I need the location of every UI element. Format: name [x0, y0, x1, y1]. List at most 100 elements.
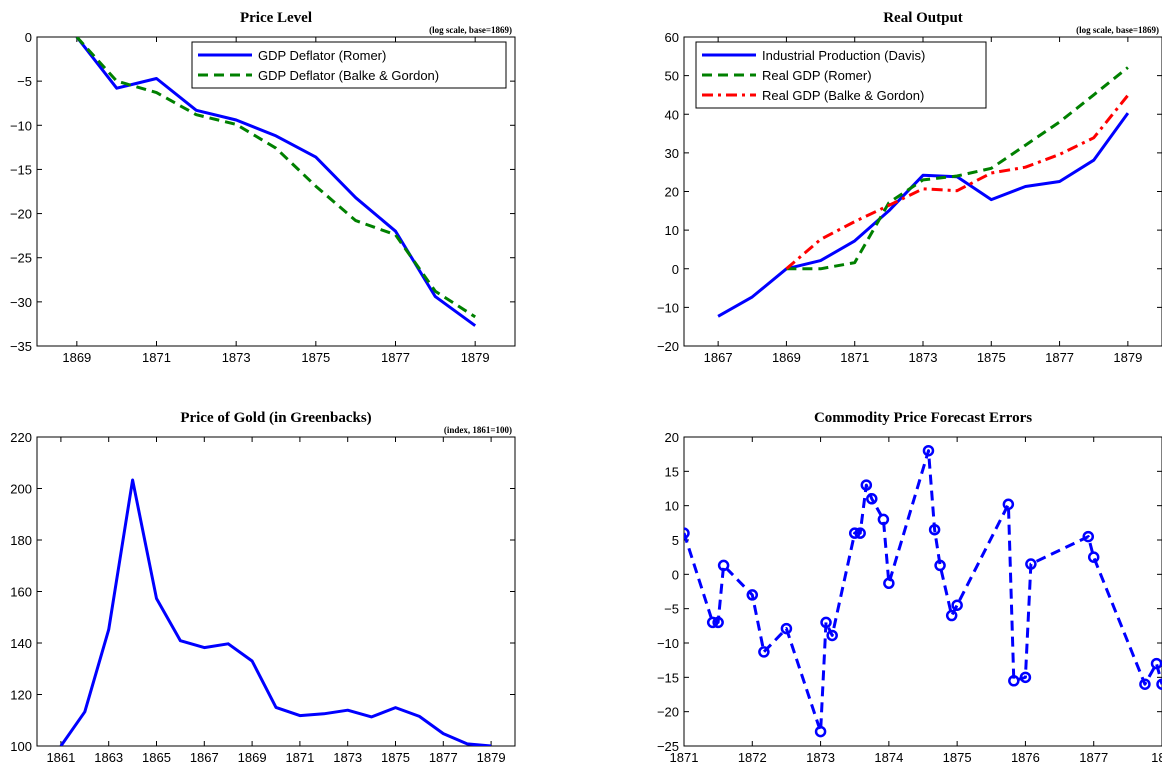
data-point — [1139, 678, 1151, 690]
data-point — [780, 622, 793, 635]
series-group — [717, 66, 1130, 318]
y-tick-label: 180 — [10, 533, 32, 548]
chart-note: (log scale, base=1869) — [429, 25, 512, 35]
data-point — [883, 577, 895, 590]
chart-panel-4: 1871 1872 1873 1874 1875 1876 1877 187 20 15 10 5 0 −… — [657, 410, 1162, 765]
legend-label: GDP Deflator (Romer) — [258, 48, 386, 63]
chart-panel-1: 1869 1871 1873 1875 1877 1879 0 −5 −10 −15 −20 −25 −… — [10, 10, 516, 365]
chart-title: Commodity Price Forecast Errors — [814, 410, 1032, 426]
chart-panel-2: 1867 1869 1871 1873 1875 1877 1879 60 50 40 30 20 10… — [657, 10, 1162, 365]
data-point — [951, 599, 963, 611]
data-point — [877, 513, 890, 526]
x-tick-label: 1867 — [704, 350, 733, 365]
x-tick-label: 1871 — [670, 750, 699, 765]
data-point — [934, 559, 946, 572]
y-tick-label: 60 — [665, 30, 679, 45]
x-tick-label: 1873 — [333, 750, 362, 765]
y-tick-label: 100 — [10, 739, 32, 754]
y-tick-label: 120 — [10, 688, 32, 703]
data-point — [758, 646, 770, 658]
y-tick-label: −25 — [10, 251, 32, 266]
x-tick-label: 1869 — [238, 750, 267, 765]
chart-title: Price Level — [240, 10, 312, 26]
x-tick-label: 1875 — [943, 750, 972, 765]
x-tick-label: 1874 — [874, 750, 903, 765]
y-tick-label: −15 — [657, 670, 679, 685]
data-point — [945, 609, 958, 622]
series-line-3 — [785, 94, 1130, 270]
y-tick-label: 0 — [672, 567, 679, 582]
x-tick-label: 1879 — [461, 350, 490, 365]
y-tick-label: −30 — [10, 295, 32, 310]
series-line-2 — [75, 37, 477, 319]
y-tick-label: −20 — [10, 207, 32, 222]
x-tick-label: 1873 — [222, 350, 251, 365]
plot-frame — [36, 436, 516, 747]
x-tick-label: 1877 — [1079, 750, 1108, 765]
y-tick-label: −5 — [17, 74, 32, 89]
data-point — [866, 493, 878, 505]
y-tick-label: 0 — [25, 30, 32, 45]
series-line-2 — [786, 66, 1129, 271]
data-point — [814, 725, 827, 738]
x-tick-label: 1869 — [62, 350, 91, 365]
data-point — [1025, 558, 1037, 570]
y-tick-label: −15 — [10, 162, 32, 177]
data-point — [820, 616, 832, 629]
y-tick-label: 20 — [665, 430, 679, 445]
x-tick-label: 1879 — [477, 750, 506, 765]
data-point — [1087, 551, 1100, 563]
x-tick-label: 1865 — [142, 750, 171, 765]
x-tick-label: 1869 — [772, 350, 801, 365]
x-tick-label: 1871 — [285, 750, 314, 765]
y-tick-label: 10 — [665, 499, 679, 514]
y-tick-label: 10 — [665, 223, 679, 238]
data-point — [848, 527, 861, 539]
data-point — [1019, 671, 1032, 684]
x-tick-label: 1873 — [806, 750, 835, 765]
chart-panel-3: 1861 1863 1865 1867 1869 1871 1873 1875 1877 1879… — [10, 410, 516, 765]
x-tick-label: 1873 — [909, 350, 938, 365]
data-point — [826, 629, 838, 642]
legend-label: GDP Deflator (Balke & Gordon) — [258, 68, 439, 83]
legend-label: Industrial Production (Davis) — [762, 48, 925, 63]
y-tick-label: 220 — [10, 430, 32, 445]
x-tick-label: 1867 — [190, 750, 219, 765]
y-tick-label: −10 — [657, 300, 679, 315]
x-tick-label: 1875 — [381, 750, 410, 765]
x-tick-label: 1876 — [1011, 750, 1040, 765]
x-tick-label: 1871 — [840, 350, 869, 365]
data-point — [854, 527, 866, 539]
chart-title: Real Output — [883, 10, 963, 26]
data-point — [717, 559, 730, 572]
data-point — [712, 616, 724, 629]
y-tick-label: −25 — [657, 739, 679, 754]
y-tick-label: −20 — [657, 339, 679, 354]
chart-title: Price of Gold (in Greenbacks) — [180, 410, 371, 426]
y-tick-label: 40 — [665, 107, 679, 122]
data-point — [1156, 678, 1162, 690]
legend-label: Real GDP (Romer) — [762, 68, 872, 83]
y-tick-label: 5 — [672, 533, 679, 548]
x-tick-label: 1861 — [46, 750, 75, 765]
y-tick-label: −10 — [10, 118, 32, 133]
y-tick-label: 160 — [10, 585, 32, 600]
legend-box — [695, 41, 987, 109]
y-tick-label: −35 — [10, 339, 32, 354]
data-point — [706, 616, 719, 629]
y-tick-label: 20 — [665, 185, 679, 200]
y-tick-label: 140 — [10, 636, 32, 651]
data-point — [1150, 657, 1162, 670]
plot-frame — [683, 436, 1162, 747]
data-point — [1082, 530, 1095, 543]
x-tick-label: 1872 — [738, 750, 767, 765]
data-point — [922, 444, 935, 457]
data-point — [746, 589, 759, 601]
y-tick-label: 15 — [665, 464, 679, 479]
data-point — [1008, 675, 1020, 687]
y-tick-label: −10 — [657, 636, 679, 651]
x-tick-label: 1875 — [301, 350, 330, 365]
y-tick-label: −20 — [657, 705, 679, 720]
x-tick-label: 187 — [1151, 750, 1162, 765]
